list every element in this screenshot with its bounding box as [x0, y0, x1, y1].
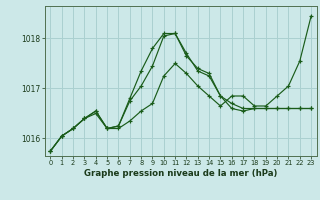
X-axis label: Graphe pression niveau de la mer (hPa): Graphe pression niveau de la mer (hPa) [84, 169, 277, 178]
